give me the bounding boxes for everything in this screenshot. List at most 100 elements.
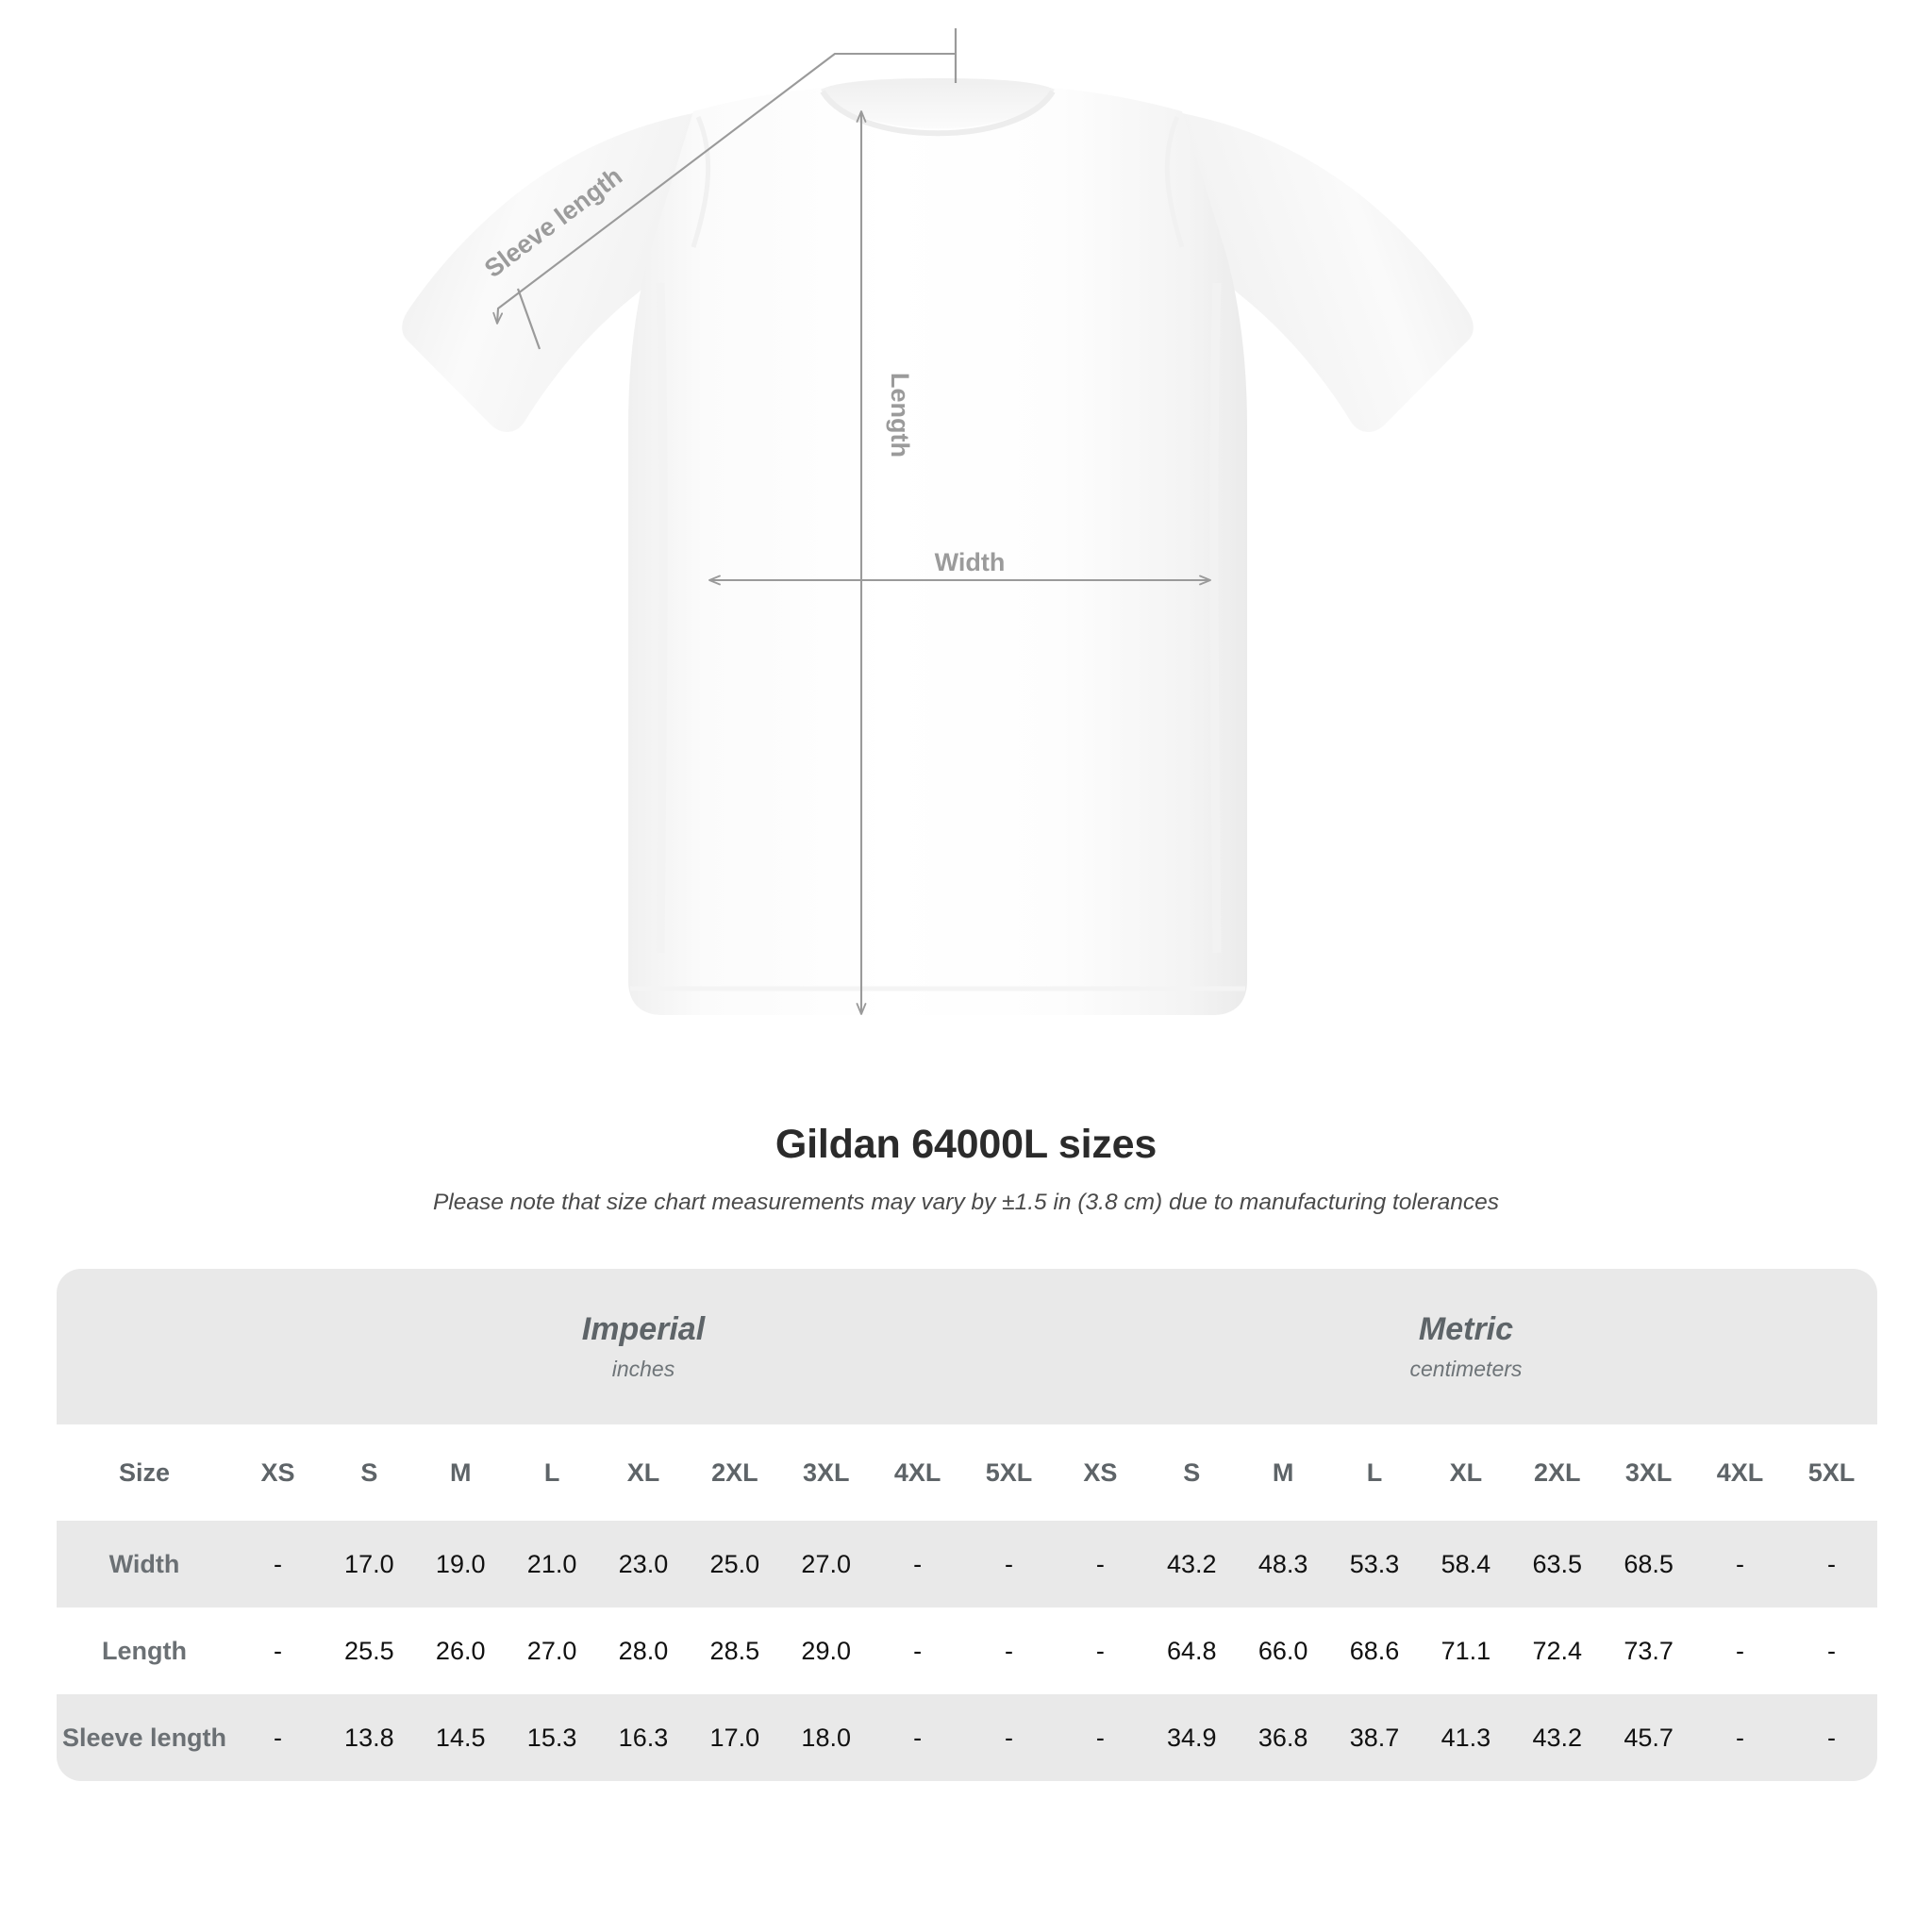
table-row: Sleeve length -13.8 14.5 15.3 16.3 17.0 18.0- -… [57, 1694, 1877, 1781]
cell-metric: - [1694, 1521, 1786, 1607]
column-header-metric-xs: XS [1054, 1424, 1146, 1521]
tshirt-graphic [402, 78, 1474, 1015]
row-label-width: Width [57, 1521, 233, 1607]
cell-metric: 48.3 [1237, 1521, 1329, 1607]
column-header-metric-l: L [1328, 1424, 1421, 1521]
column-header-metric-xl: XL [1420, 1424, 1512, 1521]
length-label: Length [886, 373, 914, 458]
unit-header-metric: Metric centimeters [1054, 1269, 1877, 1424]
cell-imperial: 28.5 [689, 1607, 781, 1694]
cell-metric: - [1785, 1607, 1877, 1694]
cell-imperial: - [872, 1607, 964, 1694]
cell-metric: - [1054, 1694, 1146, 1781]
cell-metric: 34.9 [1145, 1694, 1238, 1781]
cell-metric: - [1785, 1521, 1877, 1607]
column-header-imperial-s: S [323, 1424, 415, 1521]
cell-imperial: - [872, 1694, 964, 1781]
cell-metric: 72.4 [1511, 1607, 1604, 1694]
cell-imperial: 14.5 [414, 1694, 507, 1781]
cell-imperial: 27.0 [780, 1521, 873, 1607]
column-header-metric-2xl: 2XL [1511, 1424, 1604, 1521]
sleeve-length-line [492, 52, 956, 325]
column-header-imperial-m: M [414, 1424, 507, 1521]
cell-imperial: 25.5 [323, 1607, 415, 1694]
tshirt-left-shoulder-seam [691, 116, 711, 248]
tshirt-body [628, 85, 1247, 1015]
unit-header-row: Imperial inches Metric centimeters [57, 1269, 1877, 1424]
cell-metric: - [1694, 1607, 1786, 1694]
cell-imperial: 29.0 [780, 1607, 873, 1694]
cell-imperial: - [963, 1521, 1055, 1607]
cell-imperial: 16.3 [597, 1694, 690, 1781]
width-label: Width [935, 548, 1006, 576]
column-header-metric-3xl: 3XL [1603, 1424, 1695, 1521]
tshirt-collar [821, 78, 1055, 129]
cell-imperial: 27.0 [506, 1607, 598, 1694]
unit-header-imperial: Imperial inches [232, 1269, 1055, 1424]
cell-imperial: - [872, 1521, 964, 1607]
cell-metric: 66.0 [1237, 1607, 1329, 1694]
page-title: Gildan 64000L sizes [774, 1122, 1158, 1167]
cell-metric: 43.2 [1145, 1521, 1238, 1607]
cell-metric: 53.3 [1328, 1521, 1421, 1607]
column-header-metric-4xl: 4XL [1694, 1424, 1786, 1521]
tshirt-fold-left [656, 282, 668, 954]
tshirt-fold-right [1209, 282, 1222, 954]
cell-imperial: 28.0 [597, 1607, 690, 1694]
cell-imperial: - [232, 1694, 324, 1781]
size-table-container: Imperial inches Metric centimeters Size XS S M L… [57, 1269, 1877, 1781]
size-header-row: Size XS S M L XL 2XL 3XL 4XL 5XL XS S M L XL 2XL 3XL 4XL 5… [57, 1424, 1877, 1521]
tolerance-note: Please note that size chart measurements… [432, 1190, 1500, 1216]
tshirt-collar-edge [820, 90, 1056, 137]
unit-name: Imperial [581, 1311, 706, 1348]
column-header-size: Size [57, 1424, 233, 1521]
cell-imperial: - [232, 1521, 324, 1607]
tshirt-right-shoulder-seam [1164, 116, 1185, 248]
title-block: Gildan 64000L sizes Please note that siz… [0, 1122, 1932, 1217]
tshirt-illustration: Sleeve length Length Width [402, 28, 1474, 1015]
cell-metric: 68.5 [1603, 1521, 1695, 1607]
cell-metric: - [1054, 1521, 1146, 1607]
cell-metric: 63.5 [1511, 1521, 1604, 1607]
cell-imperial: 17.0 [323, 1521, 415, 1607]
cell-metric: 43.2 [1511, 1694, 1604, 1781]
cell-imperial: 25.0 [689, 1521, 781, 1607]
column-header-metric-s: S [1145, 1424, 1238, 1521]
cell-imperial: 17.0 [689, 1694, 781, 1781]
width-dimension: Width [708, 548, 1211, 586]
size-chart-table: Imperial inches Metric centimeters Size XS S M L… [57, 1269, 1877, 1781]
tshirt-left-sleeve [402, 113, 693, 432]
cell-metric: - [1694, 1694, 1786, 1781]
cell-metric: 36.8 [1237, 1694, 1329, 1781]
cell-metric: 58.4 [1420, 1521, 1512, 1607]
column-header-metric-5xl: 5XL [1785, 1424, 1877, 1521]
column-header-imperial-4xl: 4XL [872, 1424, 964, 1521]
table-row: Width -17.0 19.0 21.0 23.0 25.0 27.0- - -43.2 48.… [57, 1521, 1877, 1607]
cell-imperial: 21.0 [506, 1521, 598, 1607]
unit-row-spacer [57, 1269, 233, 1424]
cell-imperial: 19.0 [414, 1521, 507, 1607]
cell-imperial: 15.3 [506, 1694, 598, 1781]
length-dimension: Length [856, 110, 914, 1015]
column-header-imperial-5xl: 5XL [963, 1424, 1055, 1521]
column-header-imperial-xl: XL [597, 1424, 690, 1521]
cell-metric: 41.3 [1420, 1694, 1512, 1781]
sleeve-length-bottom-tick [516, 288, 541, 350]
cell-metric: 45.7 [1603, 1694, 1695, 1781]
cell-imperial: 18.0 [780, 1694, 873, 1781]
unit-name: Metric [1418, 1311, 1514, 1348]
row-label-sleeve-length: Sleeve length [57, 1694, 233, 1781]
column-header-imperial-xs: XS [232, 1424, 324, 1521]
cell-imperial: - [963, 1607, 1055, 1694]
cell-metric: - [1054, 1607, 1146, 1694]
cell-imperial: - [963, 1694, 1055, 1781]
cell-metric: 64.8 [1145, 1607, 1238, 1694]
column-header-imperial-2xl: 2XL [689, 1424, 781, 1521]
tshirt-right-sleeve [1182, 113, 1474, 432]
cell-metric: 71.1 [1420, 1607, 1512, 1694]
cell-imperial: 13.8 [323, 1694, 415, 1781]
cell-imperial: 23.0 [597, 1521, 690, 1607]
unit-subtitle: inches [611, 1357, 675, 1382]
table-row: Length -25.5 26.0 27.0 28.0 28.5 29.0- - -64.8 66… [57, 1607, 1877, 1694]
